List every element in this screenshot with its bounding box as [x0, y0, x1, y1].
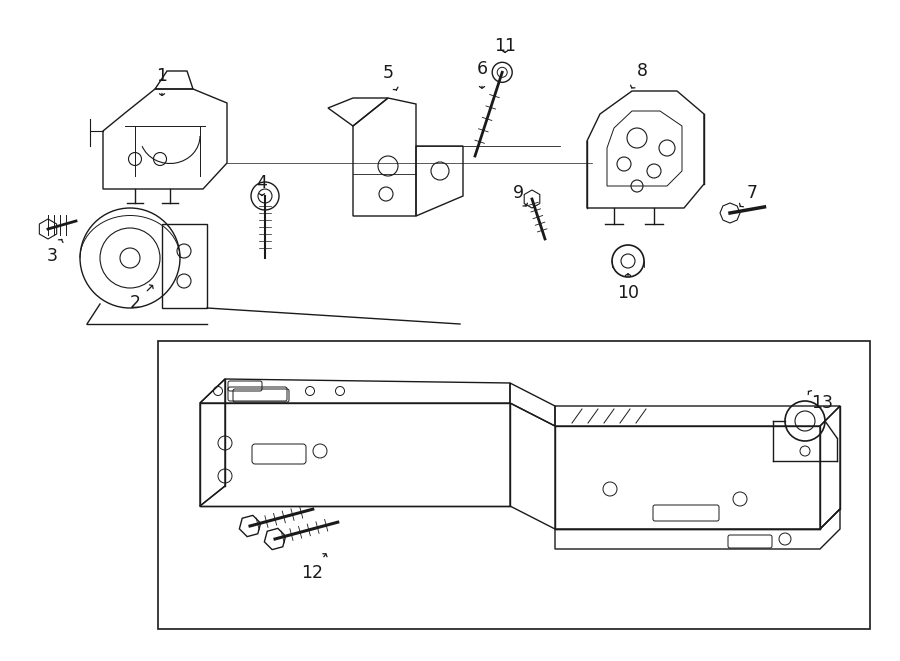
Text: 8: 8	[631, 62, 647, 88]
Text: 11: 11	[494, 37, 516, 55]
Text: 13: 13	[808, 391, 833, 412]
Bar	[158, 341, 870, 629]
Text: 12: 12	[301, 554, 327, 582]
Text: 6: 6	[476, 60, 488, 89]
Text: 10: 10	[617, 274, 639, 302]
Text: 3: 3	[47, 239, 63, 265]
Text: 2: 2	[130, 285, 153, 312]
Text: 5: 5	[382, 64, 398, 90]
Text: 7: 7	[740, 184, 758, 207]
Text: 4: 4	[256, 174, 267, 196]
Text: 9: 9	[512, 184, 527, 206]
Text: 1: 1	[157, 67, 167, 95]
